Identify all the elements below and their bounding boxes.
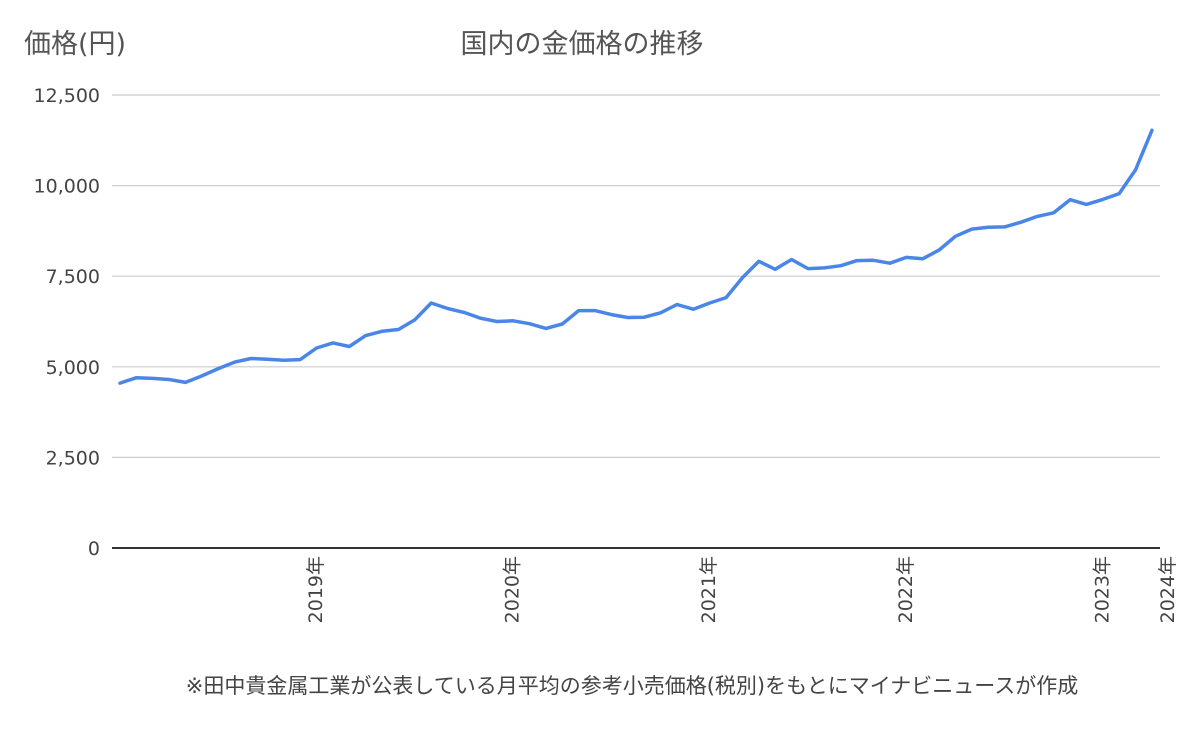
grid-lines (112, 94, 1160, 458)
y-tick-label: 7,500 (46, 266, 100, 288)
series-line-gold-price (118, 128, 1154, 385)
y-tick-labels: 0 2,500 5,000 7,500 10,000 12,500 (34, 85, 100, 560)
x-tick-label: 2022年 (895, 556, 917, 623)
y-tick-label: 12,500 (34, 85, 100, 107)
y-tick-label: 10,000 (34, 176, 100, 198)
x-tick-label: 2021年 (698, 556, 720, 623)
y-axis-title: 価格(円) (24, 29, 126, 60)
footnote: ※田中貴金属工業が公表している月平均の参考小売価格(税別)をもとにマイナビニュー… (186, 674, 1078, 698)
y-tick-label: 0 (88, 538, 100, 560)
x-tick-label: 2020年 (502, 556, 524, 623)
chart-title: 国内の金価格の推移 (461, 29, 704, 60)
y-tick-label: 5,000 (46, 357, 100, 379)
x-tick-labels: 2019年 2020年 2021年 2022年 2023年 2024年 (305, 556, 1179, 623)
x-tick-label: 2023年 (1091, 556, 1113, 623)
x-tick-label: 2019年 (305, 556, 327, 623)
x-tick-label: 2024年 (1157, 556, 1179, 623)
y-tick-label: 2,500 (46, 447, 100, 469)
